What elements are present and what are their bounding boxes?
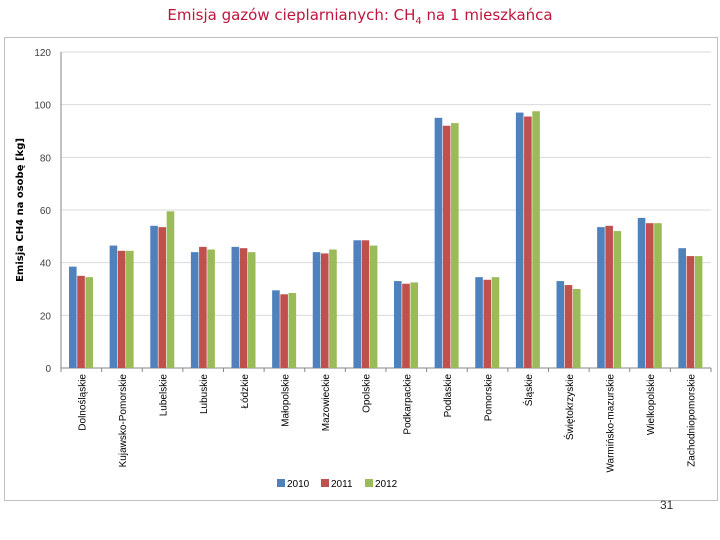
bar-2010 (597, 227, 605, 368)
bar-2010 (394, 281, 402, 368)
title-suffix: na 1 mieszkańca (421, 6, 553, 24)
x-tick-label: Opolskie (362, 374, 373, 413)
bar-2011 (442, 125, 451, 368)
x-tick-label: Śląskie (522, 374, 535, 407)
bar-2012 (613, 231, 622, 368)
x-tick-label: Małopolskie (280, 374, 291, 427)
bar-2012 (572, 289, 581, 368)
bar-2012 (369, 245, 378, 368)
legend-swatch-2010 (277, 479, 285, 487)
bar-2010 (109, 245, 118, 368)
bar-2011 (199, 246, 207, 368)
bar-2012 (451, 123, 459, 368)
bar-2012 (247, 252, 256, 368)
bar-2011 (280, 294, 288, 368)
bar-2011 (361, 240, 370, 368)
bar-2011 (564, 285, 573, 368)
bar-2011 (524, 116, 532, 369)
bar-2011 (483, 279, 492, 368)
bar-2012 (329, 249, 337, 368)
x-tick-label: Wielkopolskie (646, 374, 657, 436)
bar-2010 (272, 290, 280, 368)
title-prefix: Emisja gazów cieplarnianych: CH (167, 6, 416, 24)
x-tick-label: Dolnośląskie (77, 374, 88, 431)
bar-2012 (410, 282, 419, 368)
x-tick-label: Warmińsko-mazurskie (605, 374, 616, 473)
bar-2012 (288, 292, 297, 368)
bar-2011 (117, 250, 126, 368)
bar-2010 (515, 112, 524, 368)
bar-2010 (556, 281, 565, 368)
y-tick-label: 20 (40, 311, 52, 322)
bar-2012 (126, 250, 134, 368)
legend-label: 2012 (375, 479, 398, 490)
y-tick-label: 100 (34, 101, 51, 112)
bar-2011 (402, 283, 410, 368)
bar-2010 (434, 117, 443, 368)
bar-2010 (150, 225, 158, 368)
bar-2010 (353, 240, 361, 368)
bar-chart: 0 20 40 60 80 100 120 Emisja CH4 na osobę [kg] D… (15, 48, 712, 490)
bar-2012 (694, 256, 703, 368)
x-tick-label: Mazowieckie (321, 374, 332, 432)
bar-2011 (645, 223, 654, 368)
bar-2012 (207, 249, 215, 368)
y-tick-label: 60 (40, 206, 52, 217)
bar-2011 (239, 248, 248, 368)
bar-2010 (312, 252, 321, 368)
bar-2010 (190, 252, 199, 368)
bar-2010 (637, 217, 646, 368)
bar-2012 (166, 211, 175, 368)
bar-2010 (475, 277, 483, 368)
legend-swatch-2011 (321, 479, 329, 487)
chart-frame: 0 20 40 60 80 100 120 Emisja CH4 na osobę [kg] D… (4, 37, 718, 501)
y-axis-title: Emisja CH4 na osobę [kg] (15, 138, 26, 282)
bar-2011 (605, 225, 613, 368)
x-tick-label: Podkarpackie (402, 374, 413, 435)
x-tick-label: Świętokrzyskie (563, 374, 576, 441)
bar-2010 (69, 266, 77, 368)
x-tick-label: Podlaskie (443, 374, 454, 418)
x-tick-label: Kujawsko-Pomorskie (118, 374, 129, 468)
x-tick-label: Pomorskie (484, 374, 495, 422)
bar-2012 (532, 111, 540, 368)
legend-swatch-2012 (365, 479, 373, 487)
legend-label: 2011 (331, 479, 353, 490)
bar-2011 (320, 253, 329, 368)
bar-2010 (678, 248, 686, 368)
y-tick-label: 80 (40, 153, 52, 164)
bar-2011 (686, 256, 695, 368)
chart-title: Emisja gazów cieplarnianych: CH4 na 1 mi… (0, 6, 720, 27)
title-subscript: 4 (415, 16, 422, 27)
y-tick-label: 120 (34, 48, 51, 59)
page-number: 31 (660, 498, 674, 512)
x-tick-label: Zachodniopomorskie (687, 374, 698, 467)
bar-2011 (77, 275, 85, 368)
bar-2012 (85, 277, 94, 368)
bar-2012 (654, 223, 662, 368)
x-tick-label: Lubuskie (199, 374, 210, 414)
y-tick-label: 40 (40, 259, 52, 270)
bar-2012 (491, 277, 500, 368)
y-tick-label: 0 (45, 364, 51, 375)
bar-2011 (158, 227, 167, 368)
bar-2010 (231, 246, 240, 368)
x-tick-label: Łódzkie (240, 374, 251, 409)
legend-label: 2010 (287, 479, 310, 490)
x-tick-label: Lubelskie (159, 374, 170, 417)
